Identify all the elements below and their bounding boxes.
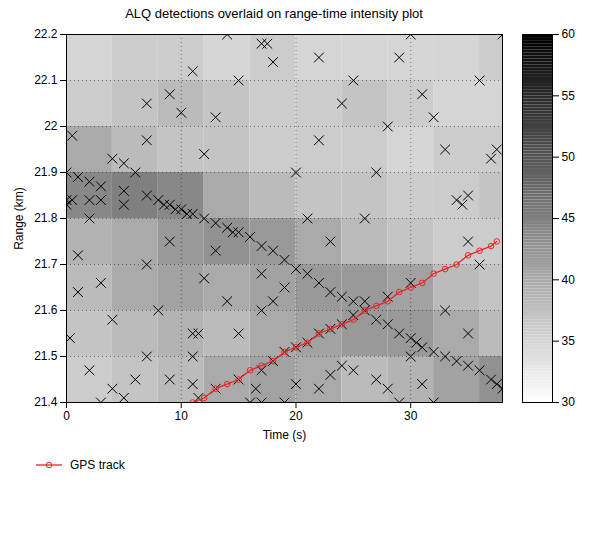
svg-text:10: 10 xyxy=(175,409,189,423)
svg-text:22.2: 22.2 xyxy=(34,27,58,41)
svg-text:Time (s): Time (s) xyxy=(263,428,307,442)
svg-text:0: 0 xyxy=(63,409,70,423)
svg-text:21.4: 21.4 xyxy=(34,395,58,409)
svg-text:50: 50 xyxy=(562,150,576,164)
svg-text:45: 45 xyxy=(562,211,576,225)
svg-text:21.6: 21.6 xyxy=(34,303,58,317)
html-text:GPS track: GPS track xyxy=(70,458,125,472)
svg-text:60: 60 xyxy=(562,27,576,41)
html-text:ALQ detections overlaid on ran: ALQ detections overlaid on range-time in… xyxy=(125,6,423,21)
svg-text:21.5: 21.5 xyxy=(34,349,58,363)
svg-text:55: 55 xyxy=(562,89,576,103)
svg-text:35: 35 xyxy=(562,334,576,348)
svg-text:22: 22 xyxy=(44,119,58,133)
svg-text:Range (km): Range (km) xyxy=(12,187,26,250)
svg-text:22.1: 22.1 xyxy=(34,73,58,87)
svg-text:21.9: 21.9 xyxy=(34,165,58,179)
svg-text:21.7: 21.7 xyxy=(34,257,58,271)
svg-text:40: 40 xyxy=(562,273,576,287)
svg-text:30: 30 xyxy=(404,409,418,423)
svg-text:20: 20 xyxy=(289,409,303,423)
svg-text:21.8: 21.8 xyxy=(34,211,58,225)
svg-text:30: 30 xyxy=(562,395,576,409)
